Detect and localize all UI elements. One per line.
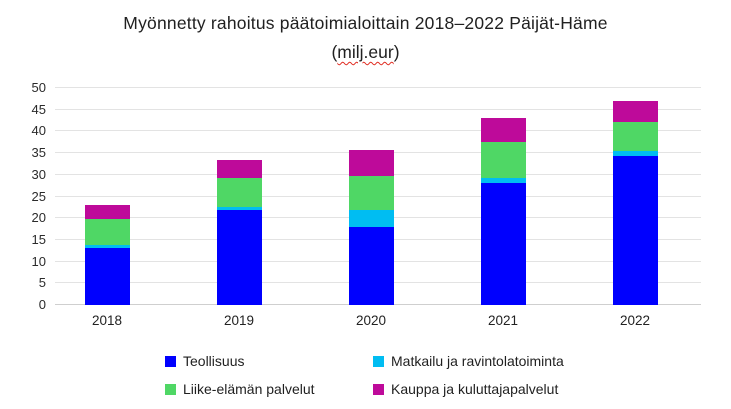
legend-item-teollisuus[interactable]: Teollisuus bbox=[165, 353, 244, 369]
legend-swatch-icon bbox=[165, 383, 176, 395]
gridline bbox=[55, 108, 701, 110]
bar-segment-liike-el-m-n-palvelut-2020[interactable] bbox=[348, 175, 394, 211]
bar-segment-kauppa-ja-kuluttajapalvelut-2022[interactable] bbox=[612, 100, 658, 122]
bar-segment-teollisuus-2022[interactable] bbox=[612, 155, 658, 305]
legend-label: Teollisuus bbox=[183, 353, 245, 369]
title-paren-close: ) bbox=[393, 42, 400, 62]
y-axis-tick-label: 20 bbox=[31, 210, 46, 226]
bar-segment-kauppa-ja-kuluttajapalvelut-2018[interactable] bbox=[84, 204, 130, 219]
bar-segment-teollisuus-2020[interactable] bbox=[348, 226, 394, 305]
bar-segment-teollisuus-2021[interactable] bbox=[480, 182, 526, 305]
y-axis-tick-label: 15 bbox=[31, 231, 46, 247]
legend-swatch-icon bbox=[165, 355, 176, 367]
y-axis-tick-label: 5 bbox=[38, 275, 46, 291]
chart-title-line2: (milj.eur) bbox=[0, 42, 731, 63]
bar-segment-kauppa-ja-kuluttajapalvelut-2019[interactable] bbox=[216, 160, 262, 179]
bar-segment-liike-el-m-n-palvelut-2022[interactable] bbox=[612, 121, 658, 151]
bar-2020[interactable] bbox=[348, 150, 394, 305]
bar-segment-liike-el-m-n-palvelut-2021[interactable] bbox=[480, 142, 526, 178]
bar-segment-teollisuus-2019[interactable] bbox=[216, 209, 262, 305]
bar-2018[interactable] bbox=[84, 204, 130, 305]
bar-2019[interactable] bbox=[216, 160, 262, 305]
legend-label: Kauppa ja kuluttajapalvelut bbox=[391, 381, 559, 397]
bar-segment-matkailu-ja-ravintolatoiminta-2021[interactable] bbox=[480, 177, 526, 183]
y-axis-tick-label: 0 bbox=[38, 297, 46, 312]
gridline bbox=[55, 130, 701, 132]
bar-segment-matkailu-ja-ravintolatoiminta-2020[interactable] bbox=[348, 210, 394, 227]
y-axis-tick-label: 25 bbox=[31, 188, 46, 204]
gridline bbox=[55, 87, 701, 88]
y-axis-tick-label: 45 bbox=[31, 101, 46, 117]
bar-segment-matkailu-ja-ravintolatoiminta-2018[interactable] bbox=[84, 244, 130, 248]
legend-item-matkailu-ja-ravintolatoiminta[interactable]: Matkailu ja ravintolatoiminta bbox=[373, 353, 564, 369]
y-axis-tick-label: 10 bbox=[31, 253, 46, 269]
legend-label: Matkailu ja ravintolatoiminta bbox=[391, 353, 564, 369]
y-axis-tick-label: 40 bbox=[31, 123, 46, 139]
bar-segment-kauppa-ja-kuluttajapalvelut-2021[interactable] bbox=[480, 117, 526, 143]
title-paren-open: ( bbox=[331, 42, 338, 62]
bar-segment-matkailu-ja-ravintolatoiminta-2022[interactable] bbox=[612, 150, 658, 156]
title-unit-text: milj.eur bbox=[337, 42, 394, 62]
legend-label: Liike-elämän palvelut bbox=[183, 381, 315, 397]
y-axis-tick-label: 35 bbox=[31, 145, 46, 161]
legend-item-kauppa-ja-kuluttajapalvelut[interactable]: Kauppa ja kuluttajapalvelut bbox=[373, 381, 558, 397]
legend-swatch-icon bbox=[373, 355, 384, 367]
x-axis-label-2018: 2018 bbox=[91, 313, 123, 328]
x-axis-label-2021: 2021 bbox=[487, 313, 519, 328]
x-axis-label-2019: 2019 bbox=[223, 313, 255, 328]
plot-area bbox=[55, 87, 701, 305]
bar-segment-kauppa-ja-kuluttajapalvelut-2020[interactable] bbox=[348, 150, 394, 176]
y-axis-tick-label: 30 bbox=[31, 166, 46, 182]
bar-2021[interactable] bbox=[480, 117, 526, 305]
bar-segment-matkailu-ja-ravintolatoiminta-2019[interactable] bbox=[216, 206, 262, 210]
legend-swatch-icon bbox=[373, 383, 384, 395]
bar-segment-liike-el-m-n-palvelut-2019[interactable] bbox=[216, 178, 262, 207]
legend-item-liike-el-m-n-palvelut[interactable]: Liike-elämän palvelut bbox=[165, 381, 315, 397]
bar-segment-liike-el-m-n-palvelut-2018[interactable] bbox=[84, 218, 130, 245]
y-axis-tick-label: 50 bbox=[31, 80, 46, 95]
bar-2022[interactable] bbox=[612, 100, 658, 305]
chart-title-line1: Myönnetty rahoitus päätoimialoittain 201… bbox=[123, 13, 608, 33]
bar-segment-teollisuus-2018[interactable] bbox=[84, 247, 130, 305]
x-axis-label-2022: 2022 bbox=[619, 313, 651, 328]
x-axis-label-2020: 2020 bbox=[355, 313, 387, 328]
